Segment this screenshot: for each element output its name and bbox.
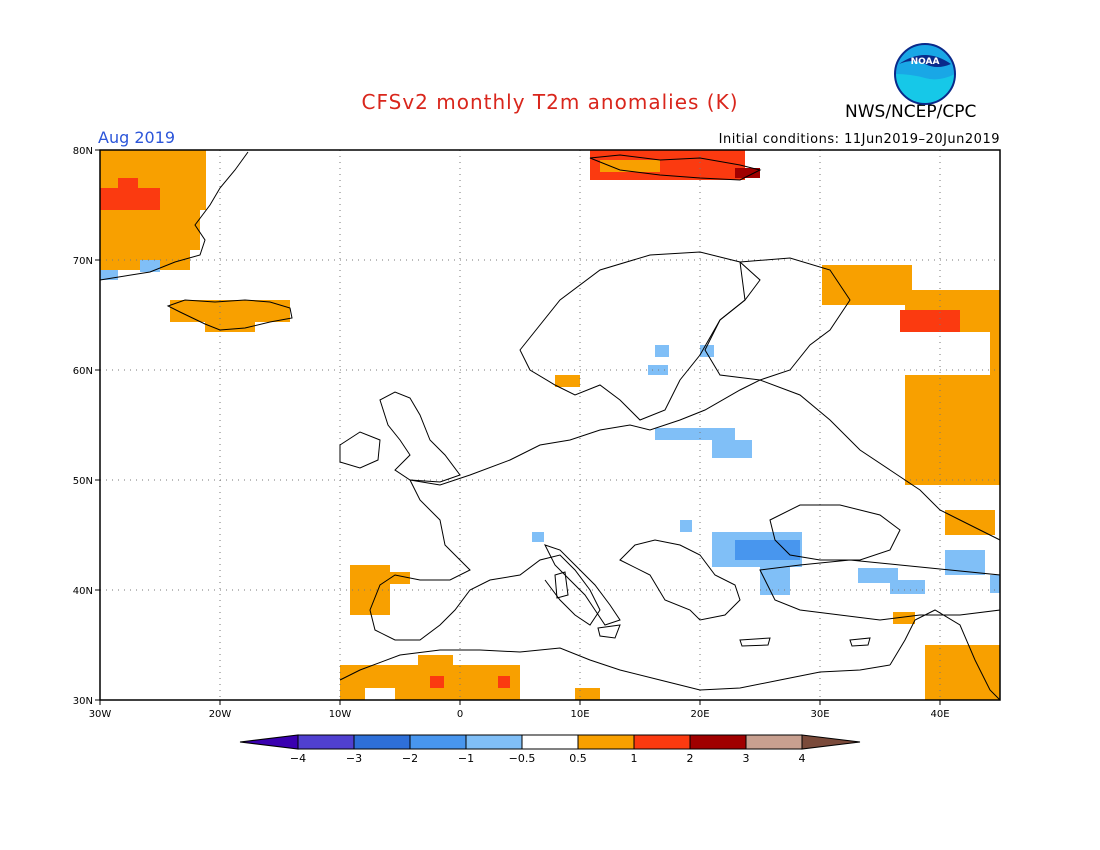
lon-labels: 30W 20W 10W 0 10E 20E 30E 40E [89, 709, 950, 720]
lat-label: 40N [73, 586, 93, 597]
noaa-logo: NOAA [894, 43, 956, 105]
lon-label: 10E [570, 709, 589, 720]
lat-label: 30N [73, 696, 93, 707]
lon-label: 20E [690, 709, 709, 720]
colorbar-label: −3 [346, 752, 362, 765]
lon-label: 30E [810, 709, 829, 720]
colorbar-label: −0.5 [509, 752, 536, 765]
colorbar-label: −2 [402, 752, 418, 765]
lon-label: 10W [329, 709, 352, 720]
colorbar-label: 4 [799, 752, 806, 765]
lon-label: 40E [930, 709, 949, 720]
colorbar-label: 3 [743, 752, 750, 765]
colorbar-label: −4 [290, 752, 306, 765]
coastlines [99, 151, 1001, 701]
colorbar-min-arrow [239, 734, 299, 750]
noaa-logo-text: NOAA [911, 57, 940, 67]
colorbar-swatch [409, 734, 467, 750]
colorbar-swatch [353, 734, 411, 750]
colorbar-label: 2 [687, 752, 694, 765]
colorbar: −4 −3 −2 −1 −0.5 0.5 1 2 3 4 [239, 734, 861, 765]
lat-label: 50N [73, 476, 93, 487]
initial-conditions: Initial conditions: 11Jun2019–20Jun2019 [718, 132, 1000, 147]
colorbar-swatch [689, 734, 747, 750]
colorbar-label: −1 [458, 752, 474, 765]
forecast-month: Aug 2019 [98, 128, 176, 147]
anomaly-cells [100, 150, 1000, 700]
agency-label: NWS/NCEP/CPC [845, 102, 977, 122]
colorbar-swatch [297, 734, 355, 750]
lon-label: 20W [209, 709, 232, 720]
map-frame [99, 149, 1001, 701]
colorbar-swatch [745, 734, 803, 750]
lat-label: 60N [73, 366, 93, 377]
lon-label: 30W [89, 709, 112, 720]
lat-labels: 30N 40N 50N 60N 70N 80N [73, 146, 93, 707]
map-title: CFSv2 monthly T2m anomalies (K) [361, 90, 739, 114]
gridlines [100, 150, 1000, 700]
lat-label: 70N [73, 256, 93, 267]
colorbar-swatch [633, 734, 691, 750]
axis-ticks [95, 149, 941, 705]
colorbar-label: 0.5 [569, 752, 587, 765]
colorbar-swatch [521, 734, 579, 750]
colorbar-max-arrow [801, 734, 861, 750]
lon-label: 0 [457, 709, 463, 720]
colorbar-label: 1 [631, 752, 638, 765]
colorbar-swatch [577, 734, 635, 750]
lat-label: 80N [73, 146, 93, 157]
colorbar-swatch [465, 734, 523, 750]
